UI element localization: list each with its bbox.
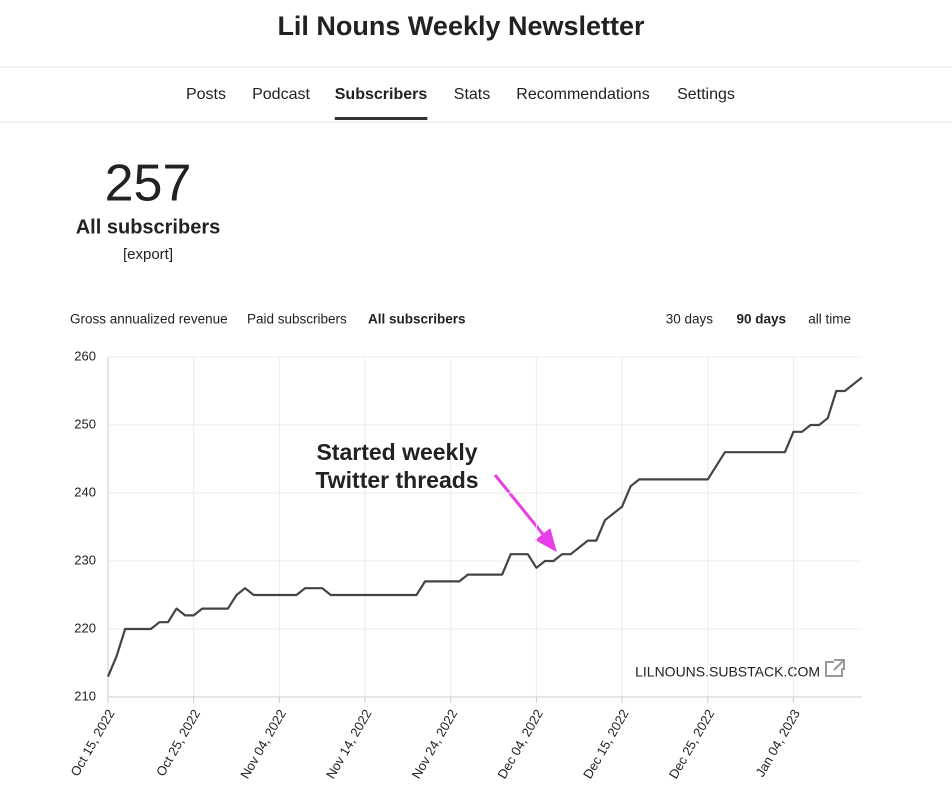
count-label: All subscribers — [76, 216, 221, 238]
annotation: Started weekly — [316, 439, 477, 465]
x-tick-label: Dec 15, 2022 — [580, 707, 632, 781]
y-tick-label: 250 — [74, 416, 96, 431]
x-tick-label: Oct 25, 2022 — [153, 707, 203, 779]
range-tab[interactable]: all time — [808, 312, 851, 327]
y-tick-label: 220 — [74, 620, 96, 635]
x-tick-label: Nov 04, 2022 — [237, 707, 289, 781]
annotation-arrow — [493, 474, 557, 553]
x-tick-label: Nov 24, 2022 — [409, 707, 461, 781]
nav-tab[interactable]: Posts — [186, 86, 226, 103]
nav-tab[interactable]: Stats — [454, 86, 490, 103]
nav-tab[interactable]: Subscribers — [335, 86, 428, 103]
metric-tab[interactable]: Paid subscribers — [247, 312, 347, 327]
export-link[interactable]: [export] — [123, 246, 173, 263]
x-tick-label: Nov 14, 2022 — [323, 707, 375, 781]
nav-tab[interactable]: Podcast — [252, 86, 310, 103]
x-tick-label: Oct 15, 2022 — [67, 707, 117, 779]
range-tab[interactable]: 30 days — [666, 312, 714, 327]
subscriber-count: 257 — [105, 155, 192, 213]
series-line — [106, 376, 863, 678]
range-tab[interactable]: 90 days — [736, 312, 786, 327]
y-tick-label: 240 — [74, 484, 96, 499]
external-link-icon[interactable] — [825, 659, 845, 677]
active-tab-underline — [334, 117, 428, 120]
x-tick-label: Dec 25, 2022 — [666, 707, 718, 781]
metric-tab[interactable]: All subscribers — [368, 312, 466, 327]
x-tick-label: Dec 04, 2022 — [494, 707, 546, 781]
nav-tab[interactable]: Settings — [677, 86, 735, 103]
y-tick-label: 230 — [74, 552, 96, 567]
y-tick-label: 210 — [74, 688, 96, 703]
nav-tab[interactable]: Recommendations — [516, 86, 649, 103]
x-tick-label: Jan 04, 2023 — [752, 707, 803, 780]
newsletter-title: Lil Nouns Weekly Newsletter — [277, 11, 645, 41]
annotation: Twitter threads — [315, 467, 478, 493]
metric-tab[interactable]: Gross annualized revenue — [70, 312, 228, 327]
y-tick-label: 260 — [74, 348, 96, 363]
watermark: LILNOUNS.SUBSTACK.COM — [635, 664, 820, 680]
